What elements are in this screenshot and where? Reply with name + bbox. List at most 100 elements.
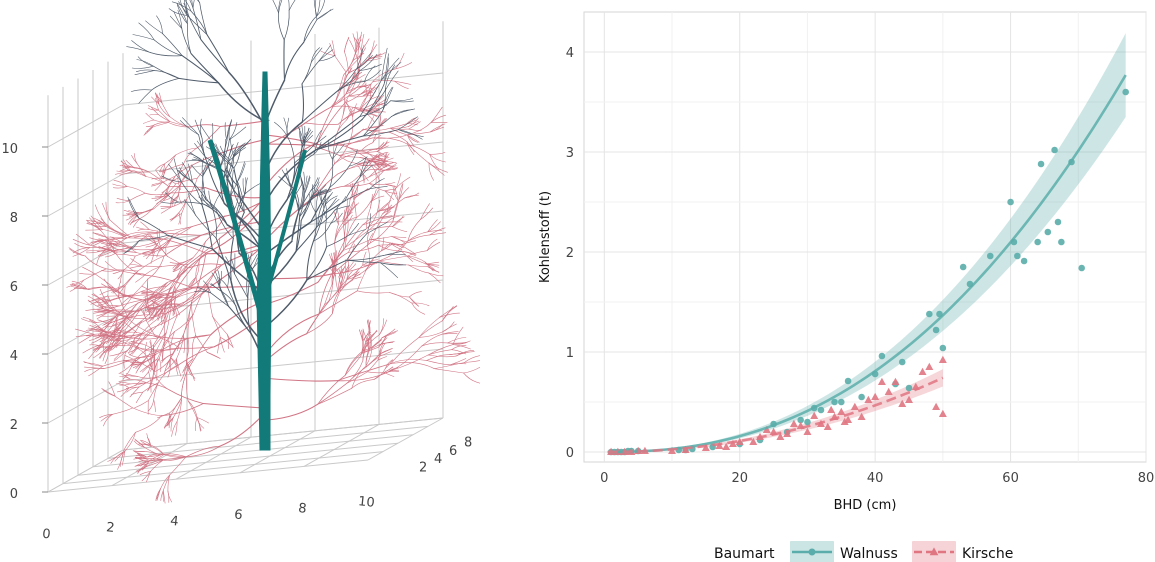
tree-twig	[361, 346, 379, 354]
tree-twig	[145, 278, 149, 301]
wall-gridline	[47, 242, 124, 286]
data-point-walnuss	[932, 326, 940, 334]
tree-branch	[178, 169, 193, 182]
tree-twig	[158, 114, 171, 122]
tree-branch	[181, 28, 192, 54]
tree-twig	[267, 403, 319, 421]
tree-twig	[151, 107, 159, 115]
tree-twig	[182, 334, 185, 354]
y-tick-label: 1	[566, 346, 574, 361]
tree-twig	[124, 355, 137, 361]
tree-twig	[407, 234, 430, 242]
tree-twig	[383, 161, 397, 164]
tree-twig	[111, 329, 116, 349]
tree-twig	[129, 386, 140, 398]
tree-twig	[151, 182, 163, 187]
tree-branch	[127, 196, 140, 219]
tree-twig	[351, 276, 362, 280]
tree-branch	[317, 204, 323, 227]
tree-twig	[380, 351, 392, 357]
tree-z-tick-label: 0	[10, 487, 18, 502]
tree-twig	[317, 375, 346, 405]
tree-twig	[381, 242, 391, 252]
tree-twig	[263, 134, 327, 147]
legend-title: Baumart	[714, 546, 775, 562]
tree-twig	[121, 311, 137, 331]
tree-branch	[307, 194, 319, 203]
tree-twig	[103, 278, 113, 291]
tree-twig	[407, 219, 421, 242]
data-point-kirsche	[840, 417, 849, 425]
tree-branch	[206, 34, 230, 73]
tree-twig	[173, 266, 183, 272]
tree-twig	[180, 257, 194, 265]
floor-gridline	[92, 434, 414, 468]
tree-twig	[169, 196, 173, 207]
tree-twig	[427, 354, 457, 358]
tree-twig	[176, 358, 182, 377]
tree-twig	[156, 93, 160, 105]
tree-twig	[439, 312, 460, 318]
tree-twig	[407, 134, 420, 143]
tree-twig	[404, 194, 419, 199]
tree-twig	[138, 443, 151, 446]
tree-branch	[190, 52, 220, 84]
tree-branch	[334, 196, 347, 211]
tree-twig	[206, 352, 221, 359]
tree-twig	[452, 344, 471, 350]
tree-branch	[348, 223, 359, 236]
tree-branch	[313, 130, 322, 147]
tree-twig	[148, 371, 152, 393]
tree-branch	[186, 23, 192, 54]
tree-branch	[359, 54, 378, 71]
tree-twig	[145, 299, 150, 313]
tree-twig	[369, 170, 385, 184]
tree-twig	[156, 347, 180, 355]
tree-branch	[311, 47, 323, 63]
tree-twig	[384, 359, 393, 369]
tree-branch	[288, 0, 296, 11]
tree-twig	[464, 355, 480, 363]
tree-twig	[156, 247, 163, 258]
tree-twig	[178, 346, 215, 365]
tree-twig	[135, 461, 147, 467]
tree-twig	[156, 364, 180, 378]
tree-twig	[131, 341, 143, 345]
tree-twig	[185, 445, 221, 458]
tree-twig	[155, 92, 160, 105]
tree-twig	[169, 226, 193, 240]
tree-twig	[139, 358, 158, 373]
data-point-walnuss	[986, 252, 994, 260]
tree-twig	[131, 357, 141, 367]
tree-branch	[278, 12, 285, 41]
tree-twig	[375, 171, 377, 184]
tree-twig	[340, 279, 353, 289]
fit-line-walnuss	[607, 74, 1127, 454]
tree-twig	[346, 270, 366, 280]
tree-twig	[441, 305, 458, 322]
tree-twig	[144, 126, 154, 135]
tree-branch	[366, 213, 372, 235]
tree-twig	[66, 279, 85, 288]
plot-panel	[583, 11, 1147, 463]
tree-z-tick-label: 10	[1, 142, 18, 157]
tree-twig	[116, 269, 139, 272]
tree-twig	[90, 215, 103, 230]
tree-twig	[368, 170, 386, 178]
tree-branch	[310, 177, 319, 192]
tree-branch	[298, 190, 305, 213]
confidence-band-kirsche	[607, 369, 943, 453]
tree-twig	[186, 337, 189, 364]
tree-twig	[191, 252, 207, 303]
tree-twig	[124, 432, 136, 452]
tree-twig	[162, 163, 165, 173]
tree-twig	[195, 276, 200, 288]
tree-twig	[330, 93, 347, 108]
tree-branch	[310, 186, 331, 223]
tree-twig	[161, 353, 174, 364]
tree-twig	[110, 241, 120, 247]
tree-twig	[442, 321, 455, 333]
tree-branch	[130, 89, 152, 92]
tree-twig	[379, 318, 384, 335]
tree-twig	[362, 251, 367, 266]
